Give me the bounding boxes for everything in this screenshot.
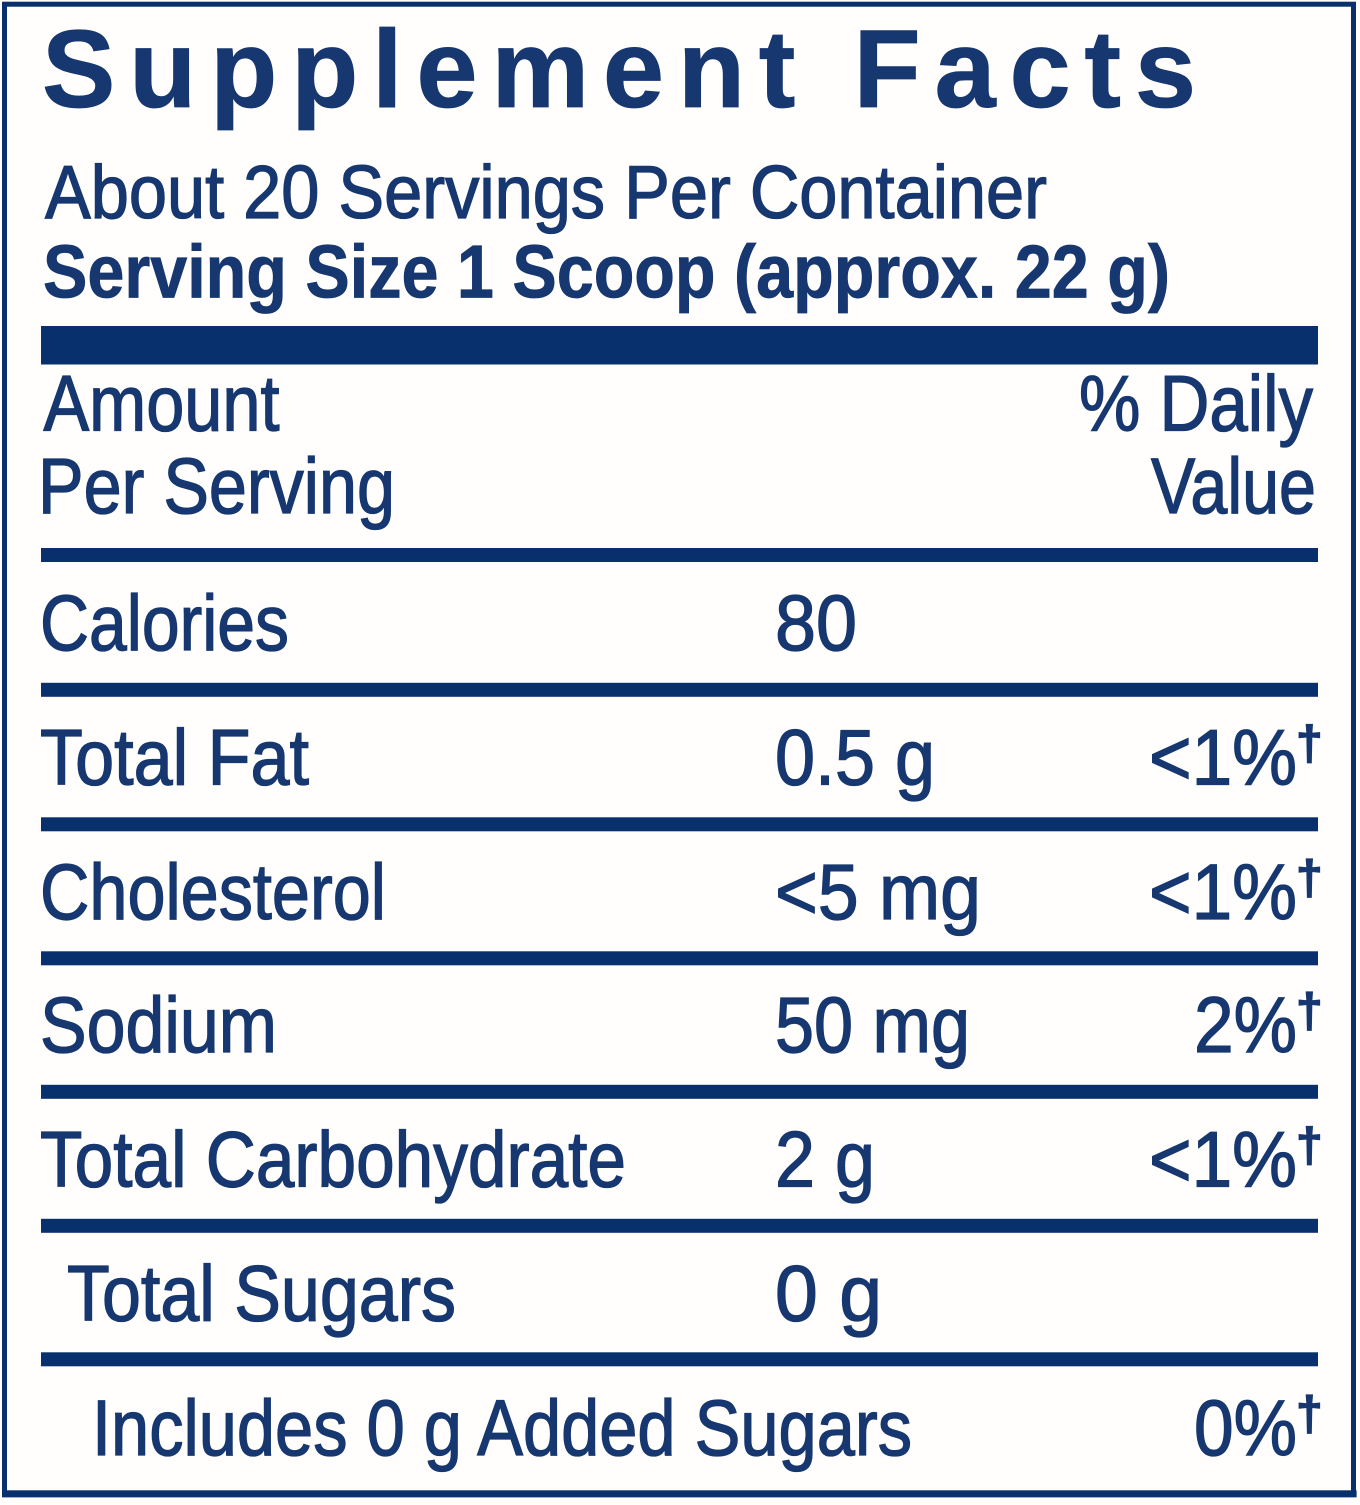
svg-text:†: †: [1296, 718, 1323, 771]
svg-text:Per Serving: Per Serving: [38, 441, 395, 530]
svg-text:2%: 2%: [1194, 980, 1297, 1069]
svg-text:Total Carbohydrate: Total Carbohydrate: [40, 1115, 626, 1204]
svg-text:0.5 g: 0.5 g: [775, 713, 935, 802]
svg-text:†: †: [1296, 985, 1323, 1038]
svg-text:<1%: <1%: [1149, 847, 1297, 936]
svg-text:†: †: [1296, 1388, 1323, 1441]
svg-text:50 mg: 50 mg: [775, 980, 970, 1069]
svg-text:Sodium: Sodium: [40, 980, 277, 1069]
svg-text:Includes 0 g Added Sugars: Includes 0 g Added Sugars: [92, 1383, 912, 1472]
svg-text:0%: 0%: [1194, 1383, 1297, 1472]
svg-text:Cholesterol: Cholesterol: [40, 847, 386, 936]
svg-text:†: †: [1296, 1120, 1323, 1173]
svg-text:<1%: <1%: [1149, 1115, 1297, 1204]
svg-text:Value: Value: [1151, 441, 1316, 530]
svg-text:% Daily: % Daily: [1079, 359, 1313, 448]
svg-text:0 g: 0 g: [775, 1249, 882, 1338]
svg-text:Total Sugars: Total Sugars: [67, 1249, 456, 1338]
svg-text:Supplement Facts: Supplement Facts: [42, 8, 1196, 131]
svg-text:Serving Size 1 Scoop (approx.: Serving Size 1 Scoop (approx. 22 g): [43, 230, 1170, 314]
svg-text:80: 80: [775, 578, 857, 667]
svg-text:<1%: <1%: [1149, 713, 1297, 802]
svg-text:<5 mg: <5 mg: [775, 847, 981, 936]
svg-text:†: †: [1296, 852, 1323, 905]
svg-text:Calories: Calories: [40, 578, 289, 667]
svg-text:Amount: Amount: [44, 359, 280, 448]
svg-text:About 20 Servings Per Containe: About 20 Servings Per Container: [45, 150, 1047, 234]
svg-text:2 g: 2 g: [775, 1115, 875, 1204]
svg-text:Total Fat: Total Fat: [40, 713, 309, 802]
